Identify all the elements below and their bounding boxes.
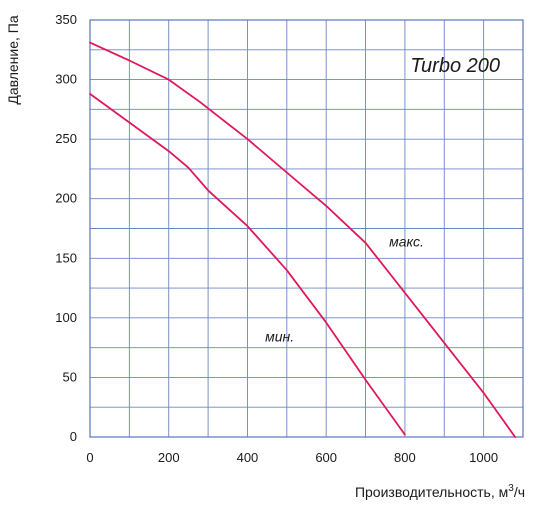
y-tick-label: 250 (55, 131, 77, 146)
y-axis-title: Давление, Па (5, 15, 21, 105)
chart-title: Turbo 200 (410, 55, 500, 77)
x-tick-label: 600 (315, 450, 337, 465)
tick-labels: 0 200 400 600 800 1000 0 50 100 150 200 250 300 350 (55, 12, 498, 465)
series-line-min (89, 93, 406, 436)
x-axis-title: Производительность, м3/ч (355, 483, 525, 500)
curves (89, 41, 516, 438)
grid (90, 20, 523, 437)
x-axis-title-main: Производительность, м (355, 484, 508, 500)
x-tick-label: 1000 (469, 450, 498, 465)
annotation-max: макс. (389, 233, 424, 249)
x-tick-label: 800 (394, 450, 416, 465)
x-tick-label: 200 (158, 450, 180, 465)
annotations: макс. мин. (265, 233, 424, 344)
x-tick-label: 0 (86, 450, 93, 465)
plot-frame (89, 19, 524, 438)
y-tick-label: 350 (55, 12, 77, 27)
y-tick-label: 0 (70, 429, 77, 444)
y-tick-label: 200 (55, 191, 77, 206)
series-line-max (89, 41, 516, 438)
y-tick-label: 150 (55, 250, 77, 265)
y-tick-label: 300 (55, 72, 77, 87)
x-tick-label: 400 (237, 450, 259, 465)
x-axis-title-sup: 3 (508, 483, 514, 494)
y-tick-label: 100 (55, 310, 77, 325)
x-axis-title-suffix: /ч (514, 484, 525, 500)
y-tick-label: 50 (63, 369, 77, 384)
annotation-min: мин. (265, 329, 294, 345)
